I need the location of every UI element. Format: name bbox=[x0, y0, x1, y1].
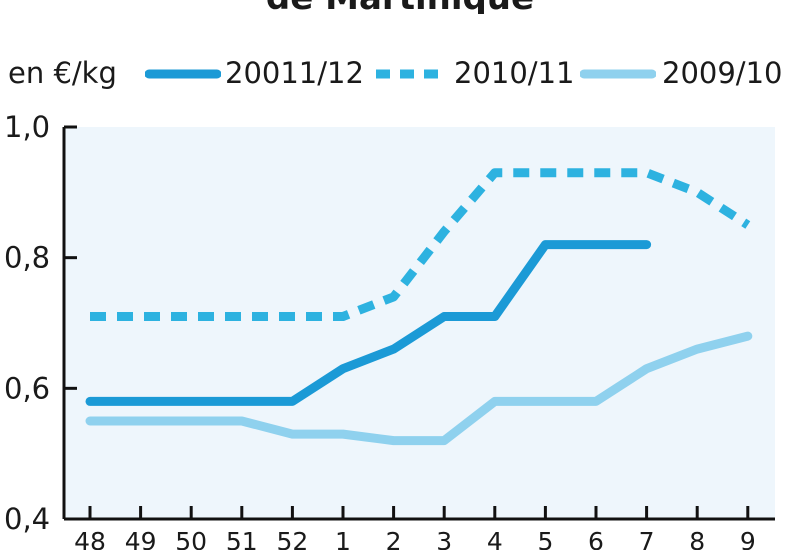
unit-label: en €/kg bbox=[8, 56, 117, 90]
legend-label-series-1: 20011/12 bbox=[225, 56, 364, 90]
x-tick-label: 49 bbox=[125, 527, 157, 550]
x-tick-label: 50 bbox=[175, 527, 207, 550]
chart-title-clip: de Martinique bbox=[0, 0, 800, 14]
y-tick-label: 1,0 bbox=[4, 110, 50, 144]
series-line-2 bbox=[90, 168, 751, 321]
legend-swatch-dashed bbox=[376, 69, 438, 79]
x-tick-label: 1 bbox=[335, 527, 351, 550]
series-line-1 bbox=[85, 240, 652, 406]
y-tick-label: 0,8 bbox=[4, 241, 50, 275]
plot-area bbox=[64, 127, 775, 519]
x-tick-label: 8 bbox=[689, 527, 705, 550]
x-tick-label: 6 bbox=[588, 527, 604, 550]
legend-label-series-3: 2009/10 bbox=[662, 56, 783, 90]
x-tick-label: 5 bbox=[537, 527, 553, 550]
y-tick-label: 0,6 bbox=[4, 371, 50, 405]
x-tick-label: 3 bbox=[436, 527, 452, 550]
series-line-3 bbox=[85, 331, 753, 446]
x-tick-label: 2 bbox=[386, 527, 402, 550]
chart-title: de Martinique bbox=[0, 0, 800, 14]
legend-swatch-solid-dark bbox=[145, 69, 221, 79]
x-tick-label: 48 bbox=[74, 527, 106, 550]
x-tick-label: 4 bbox=[487, 527, 503, 550]
x-tick-label: 9 bbox=[740, 527, 756, 550]
x-tick-label: 52 bbox=[276, 527, 308, 550]
legend-label-series-2: 2010/11 bbox=[454, 56, 575, 90]
legend-swatch-solid-light bbox=[580, 69, 656, 79]
y-tick-label: 0,4 bbox=[4, 502, 50, 536]
x-tick-label: 51 bbox=[226, 527, 258, 550]
x-tick-label: 7 bbox=[639, 527, 655, 550]
